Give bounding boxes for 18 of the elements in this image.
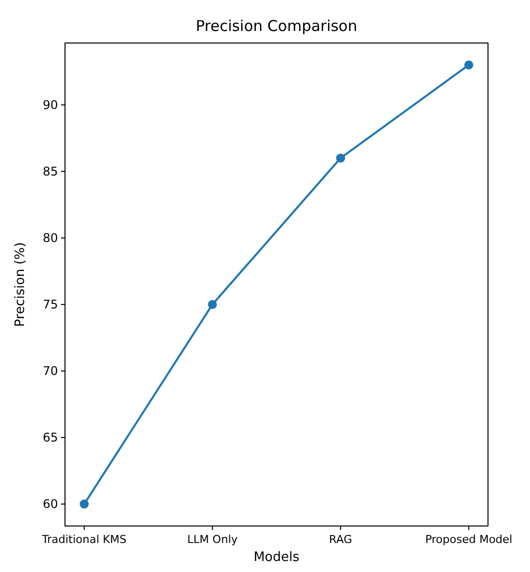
y-tick-label: 65 [42, 430, 58, 445]
y-tick-label: 80 [42, 231, 58, 246]
point [208, 300, 217, 309]
chart-title: Precision Comparison [196, 17, 358, 35]
y-tick-label: 90 [42, 98, 58, 112]
x-tick-label: Traditional KMS [40, 533, 126, 546]
y-axis-title: Precision (%) [13, 242, 28, 327]
y-tick-label: 60 [42, 497, 58, 512]
y-tick-label: 70 [42, 364, 58, 378]
y-tick-label: 75 [42, 298, 58, 312]
x-tick-label: RAG [329, 533, 352, 546]
point [464, 60, 474, 70]
point [336, 154, 346, 163]
x-tick-label: Proposed Model [425, 533, 512, 546]
point [80, 500, 89, 509]
x-tick-label: LLM Only [187, 533, 238, 546]
y-tick-label: 85 [42, 164, 58, 179]
x-axis-title: Models [254, 550, 300, 565]
